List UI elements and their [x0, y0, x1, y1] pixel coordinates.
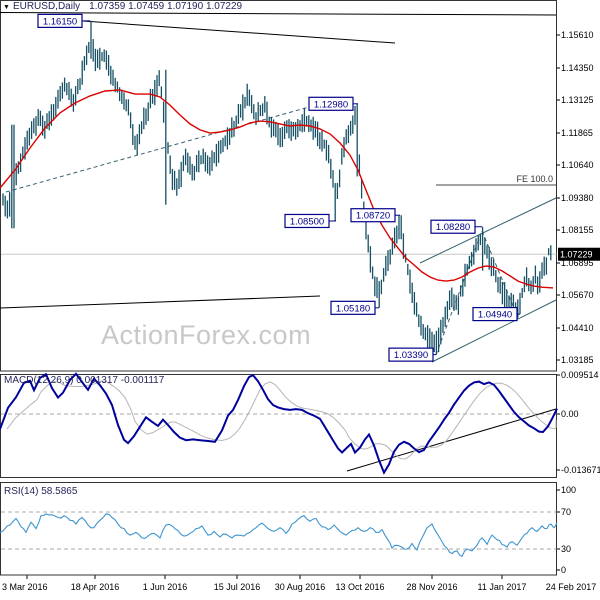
date-label: 18 Apr 2016	[71, 582, 120, 592]
price-tag: 1.16150	[37, 13, 90, 28]
macd-panel: 0.009514 0.00 -0.013671	[0, 370, 600, 475]
svg-text:1.11865: 1.11865	[561, 128, 593, 138]
svg-text:70: 70	[561, 507, 571, 517]
macd-signal-line	[6, 380, 557, 460]
fe-projection-level: FE 100.0	[436, 174, 556, 186]
fe-level-label: FE 100.0	[516, 174, 553, 184]
rsi-line	[0, 513, 558, 558]
svg-text:1.06895: 1.06895	[561, 258, 594, 268]
date-label: 11 Jan 2017	[478, 582, 527, 592]
svg-text:1.15610: 1.15610	[561, 30, 594, 40]
date-axis[interactable]: 3 Mar 2016 18 Apr 2016 1 Jun 2016 15 Jul 20…	[2, 575, 597, 593]
svg-text:1.13125: 1.13125	[561, 95, 594, 105]
date-label: 15 Jul 2016	[214, 582, 261, 592]
price-tags: 1.16150 1.12980 1.08500 1.08720 1.08280 1.051…	[37, 13, 520, 362]
svg-text:0: 0	[561, 565, 566, 575]
macd-main-line	[0, 372, 558, 475]
date-label: 30 Aug 2016	[275, 582, 326, 592]
svg-text:1.05180: 1.05180	[336, 303, 370, 314]
svg-text:1.08720: 1.08720	[356, 211, 390, 222]
price-tag: 1.04940	[472, 306, 520, 322]
ohlc-values: 1.07359 1.07459 1.07190 1.07229	[89, 1, 243, 12]
svg-text:1.16150: 1.16150	[43, 16, 77, 27]
current-price-tag: 1.07229	[558, 247, 600, 261]
price-tag: 1.03390	[388, 347, 436, 362]
svg-text:1.10640: 1.10640	[561, 160, 594, 170]
rsi-panel: 100 70 30 0	[0, 485, 576, 575]
price-tag: 1.08280	[430, 219, 482, 234]
svg-text:1.14350: 1.14350	[561, 63, 594, 73]
rsi-indicator-label: RSI(14) 58.5865	[4, 486, 78, 497]
svg-text:1.09380: 1.09380	[561, 193, 594, 203]
price-axis[interactable]: 1.15610 1.14350 1.13125 1.11865 1.10640 1.093…	[556, 30, 594, 365]
svg-text:1.03185: 1.03185	[561, 355, 594, 365]
svg-text:1.03390: 1.03390	[394, 350, 428, 361]
svg-text:0.00: 0.00	[561, 409, 579, 419]
svg-text:1.08500: 1.08500	[290, 216, 324, 227]
svg-text:1.04410: 1.04410	[561, 323, 594, 333]
date-label: 3 Mar 2016	[2, 582, 48, 592]
svg-text:-0.013671: -0.013671	[561, 465, 600, 475]
price-tag: 1.08720	[350, 208, 400, 223]
svg-text:1.05670: 1.05670	[561, 290, 594, 300]
chart-title: ▼ EURUSD,Daily 1.07359 1.07459 1.07190 1.0…	[3, 1, 242, 12]
watermark: ActionForex.com	[101, 320, 312, 350]
svg-text:1.07229: 1.07229	[560, 250, 593, 260]
date-label: 13 Oct 2016	[335, 582, 384, 592]
date-label: 28 Nov 2016	[406, 582, 457, 592]
panel-borders	[0, 0, 557, 576]
price-tag: 1.12980	[308, 96, 358, 111]
date-label: 1 Jun 2016	[143, 582, 188, 592]
symbol-name: EURUSD,Daily	[12, 1, 81, 12]
svg-text:100: 100	[561, 485, 576, 495]
macd-indicator-label: MACD(12,26,9) 0.001317 -0.001117	[4, 375, 165, 386]
svg-text:1.08280: 1.08280	[436, 222, 470, 233]
moving-average-line	[0, 89, 554, 289]
price-tag: 1.08500	[284, 213, 336, 229]
price-tag: 1.05180	[330, 300, 379, 315]
svg-text:1.04940: 1.04940	[478, 310, 512, 321]
svg-text:1.08155: 1.08155	[561, 225, 594, 235]
symbol-marker-icon: ▼	[3, 4, 10, 11]
svg-text:0.009514: 0.009514	[561, 370, 599, 380]
svg-text:30: 30	[561, 544, 571, 554]
svg-text:1.12980: 1.12980	[314, 99, 348, 110]
trendlines	[0, 12, 557, 363]
date-label: 24 Feb 2017	[546, 582, 597, 592]
